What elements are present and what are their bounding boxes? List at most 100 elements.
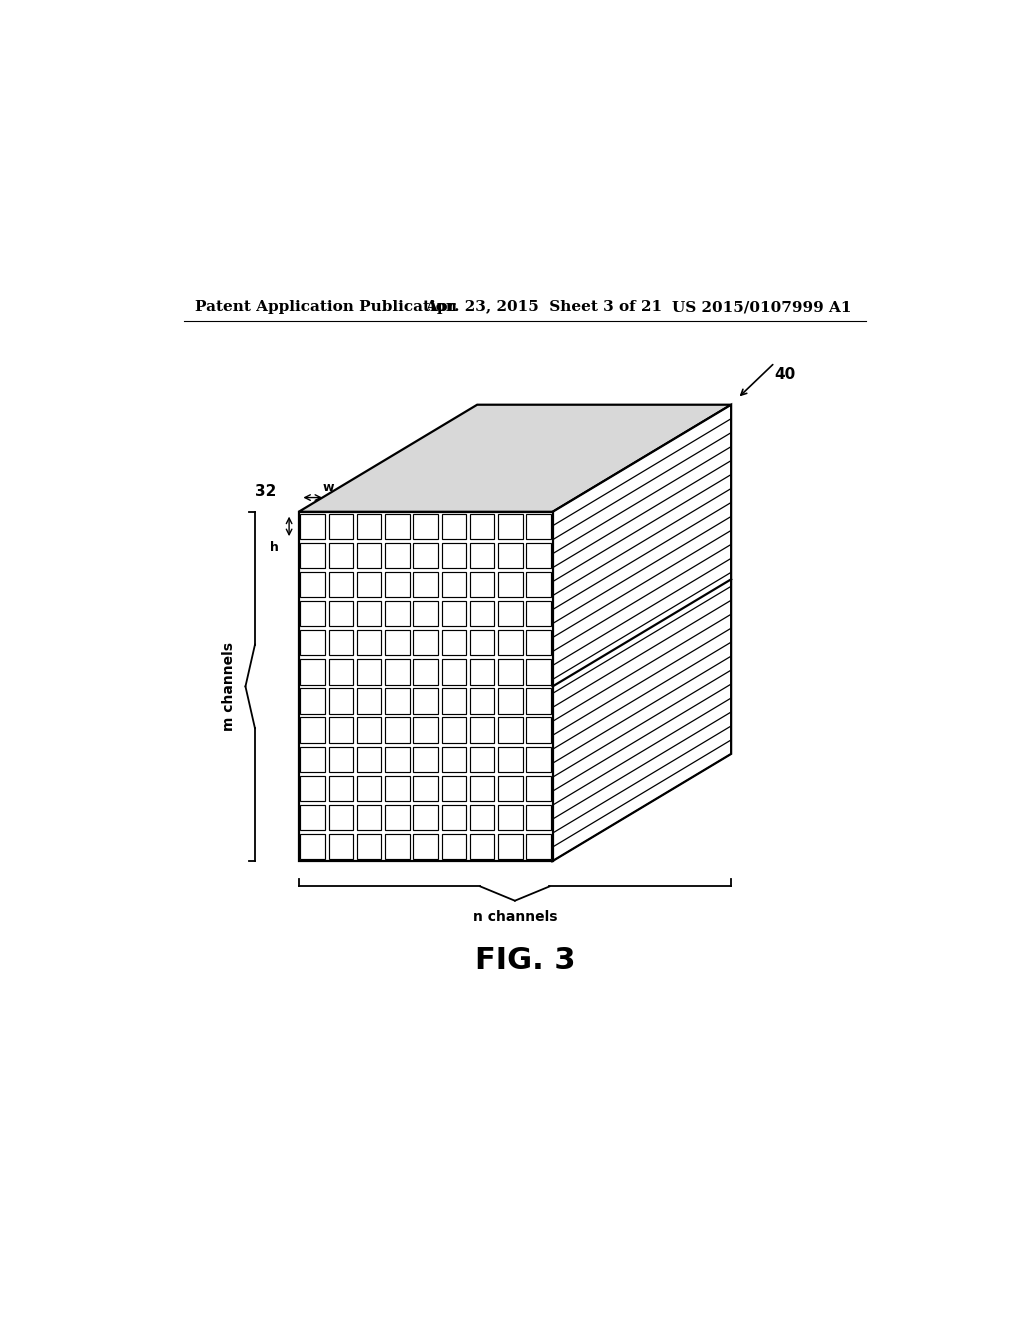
Bar xyxy=(357,543,382,568)
Bar xyxy=(498,688,522,714)
Bar xyxy=(470,776,495,801)
Bar xyxy=(300,513,325,539)
Bar xyxy=(498,630,522,656)
Bar xyxy=(414,513,438,539)
Bar xyxy=(526,513,551,539)
Bar xyxy=(300,601,325,627)
Bar xyxy=(526,688,551,714)
Bar xyxy=(470,688,495,714)
Text: FIG. 3: FIG. 3 xyxy=(474,945,575,974)
Bar xyxy=(385,688,410,714)
Bar xyxy=(385,572,410,597)
Bar xyxy=(385,601,410,627)
Bar xyxy=(498,834,522,859)
Bar xyxy=(385,513,410,539)
Text: m channels: m channels xyxy=(222,642,236,731)
Bar xyxy=(414,776,438,801)
Bar xyxy=(300,776,325,801)
Bar xyxy=(441,718,466,743)
Bar xyxy=(300,543,325,568)
Bar xyxy=(441,513,466,539)
Bar xyxy=(526,659,551,685)
Bar xyxy=(498,747,522,772)
Bar xyxy=(498,659,522,685)
Bar xyxy=(329,718,353,743)
Bar xyxy=(498,805,522,830)
Bar xyxy=(526,834,551,859)
Bar xyxy=(414,601,438,627)
Bar xyxy=(329,776,353,801)
Text: Apr. 23, 2015  Sheet 3 of 21: Apr. 23, 2015 Sheet 3 of 21 xyxy=(426,300,663,314)
Bar xyxy=(300,834,325,859)
Bar xyxy=(441,834,466,859)
Bar xyxy=(329,659,353,685)
Bar xyxy=(329,513,353,539)
Bar xyxy=(414,747,438,772)
Text: 40: 40 xyxy=(775,367,796,381)
Bar xyxy=(357,659,382,685)
Bar xyxy=(385,776,410,801)
Text: n channels: n channels xyxy=(473,911,557,924)
Bar xyxy=(329,601,353,627)
Bar xyxy=(498,572,522,597)
Bar xyxy=(526,630,551,656)
Bar xyxy=(385,747,410,772)
Bar xyxy=(441,776,466,801)
Bar xyxy=(357,513,382,539)
Bar xyxy=(357,601,382,627)
Polygon shape xyxy=(553,405,731,861)
Polygon shape xyxy=(299,512,553,861)
Bar xyxy=(441,805,466,830)
Text: h: h xyxy=(270,541,280,554)
Bar xyxy=(498,776,522,801)
Bar xyxy=(441,601,466,627)
Bar xyxy=(498,601,522,627)
Bar xyxy=(414,659,438,685)
Bar xyxy=(329,834,353,859)
Bar xyxy=(470,543,495,568)
Bar xyxy=(329,747,353,772)
Bar xyxy=(470,747,495,772)
Bar xyxy=(357,630,382,656)
Bar xyxy=(357,747,382,772)
Bar xyxy=(470,513,495,539)
Bar xyxy=(300,630,325,656)
Bar xyxy=(300,805,325,830)
Bar xyxy=(526,718,551,743)
Bar xyxy=(441,688,466,714)
Bar xyxy=(329,688,353,714)
Bar xyxy=(441,572,466,597)
Polygon shape xyxy=(299,405,731,512)
Bar xyxy=(526,601,551,627)
Bar xyxy=(329,543,353,568)
Text: US 2015/0107999 A1: US 2015/0107999 A1 xyxy=(672,300,851,314)
Bar xyxy=(470,834,495,859)
Bar xyxy=(414,543,438,568)
Bar xyxy=(357,572,382,597)
Bar xyxy=(300,718,325,743)
Bar xyxy=(526,747,551,772)
Bar xyxy=(526,805,551,830)
Bar xyxy=(385,718,410,743)
Bar xyxy=(357,688,382,714)
Bar xyxy=(357,834,382,859)
Bar xyxy=(498,543,522,568)
Bar xyxy=(414,688,438,714)
Bar xyxy=(470,805,495,830)
Bar xyxy=(414,805,438,830)
Bar xyxy=(300,688,325,714)
Bar xyxy=(385,630,410,656)
Bar xyxy=(441,630,466,656)
Bar xyxy=(526,776,551,801)
Bar xyxy=(441,747,466,772)
Bar xyxy=(414,572,438,597)
Bar xyxy=(470,659,495,685)
Bar xyxy=(357,776,382,801)
Bar xyxy=(300,572,325,597)
Text: w: w xyxy=(323,482,334,495)
Bar xyxy=(357,805,382,830)
Bar xyxy=(300,747,325,772)
Bar xyxy=(329,572,353,597)
Bar xyxy=(385,659,410,685)
Bar xyxy=(329,805,353,830)
